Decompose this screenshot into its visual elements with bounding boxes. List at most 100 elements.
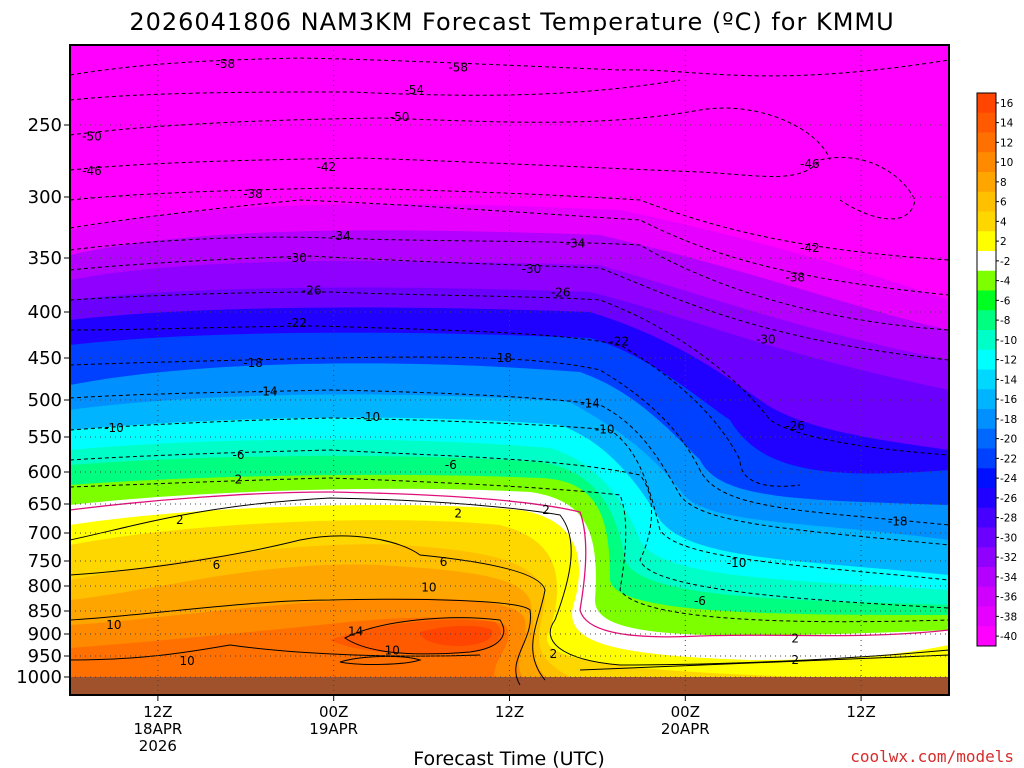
y-tick-label: 300 (28, 187, 62, 208)
colorbar-swatch (977, 409, 996, 430)
colorbar-swatch (977, 507, 996, 528)
colorbar-label: -28 (1000, 513, 1017, 525)
colorbar-label: 14 (1000, 118, 1014, 130)
colorbar-label: -22 (1000, 453, 1017, 465)
contour-label-text: 10 (180, 654, 195, 668)
y-axis: 2503003504004505005506006507007508008509… (16, 115, 70, 688)
colorbar-swatch (977, 369, 996, 390)
y-tick-label: 1000 (16, 667, 62, 688)
y-tick-label: 350 (28, 248, 62, 269)
contour-plus-10 (70, 598, 532, 686)
colorbar-swatch (977, 606, 996, 627)
colorbar-swatch (977, 547, 996, 568)
contour-label-text: -22 (610, 334, 630, 348)
contour-label-text: 2 (550, 647, 558, 661)
colorbar-label: 10 (1000, 157, 1013, 169)
contour-label-text: -14 (580, 397, 600, 411)
contour-plus-2 (70, 497, 949, 666)
colorbar: 16 14 12 10 8 6 4 2 -2 -4 -6 -8 -10 -12 -14 -16 -18 -20 -2… (976, 92, 1017, 647)
colorbar-swatch (977, 270, 996, 291)
y-tick-label: 800 (28, 576, 62, 597)
contour-label-text: 6 (440, 555, 448, 569)
contour-label: 10 (385, 644, 400, 658)
colorbar-swatch (977, 586, 996, 607)
contour-label: -10 (361, 410, 381, 424)
contour-label: -22 (610, 334, 630, 348)
colorbar-swatch (977, 191, 996, 212)
contour-label: -50 (82, 130, 102, 144)
colorbar-label: -12 (1000, 355, 1017, 367)
colorbar-frame (976, 92, 997, 647)
x-tick-label: 20APR (661, 720, 710, 738)
contour-label: -14 (258, 385, 278, 399)
contour-label: -14 (580, 397, 600, 411)
contour-label: 2 (791, 653, 799, 667)
contour-label-text: 10 (385, 644, 400, 658)
contour-label: -6 (232, 448, 244, 462)
chart-title: 2026041806 NAM3KM Forecast Temperature (… (129, 8, 894, 36)
colorbar-label: -34 (1000, 572, 1017, 584)
colorbar-label: -38 (1000, 611, 1017, 623)
contour-label: -42 (317, 160, 337, 174)
contour-label-text: -26 (785, 419, 805, 433)
y-tick-label: 700 (28, 523, 62, 544)
colorbar-swatch (977, 349, 996, 370)
colorbar-label: 6 (1000, 197, 1007, 209)
colorbar-label: -24 (1000, 473, 1017, 485)
contour-label: 2 (550, 647, 558, 661)
contour-label-text: -38 (243, 187, 263, 201)
plot-area: -58 -58 -54 -50 -50 -46 -46 -42 -42 -38 -38 -34 -34 -… (70, 45, 949, 695)
contour-label: -58 (215, 57, 235, 71)
contour-minus-46 (70, 156, 916, 220)
contour-label-text: -18 (888, 514, 908, 528)
colorbar-swatch (977, 527, 996, 548)
contour-label: -10 (104, 421, 124, 435)
contour-label-text: -58 (448, 60, 468, 74)
contour-label-text: 2 (791, 631, 799, 645)
colorbar-label: 16 (1000, 98, 1014, 110)
contour-label-text: -6 (445, 458, 457, 472)
contour-label-text: 6 (213, 558, 221, 572)
band-16 (420, 625, 493, 646)
contour-label: 2 (235, 473, 243, 487)
colorbar-swatch (977, 93, 996, 114)
colorbar-label: -10 (1000, 335, 1017, 347)
contour-label-text: 2 (542, 503, 550, 517)
colorbar-label: 2 (1000, 236, 1007, 248)
contour-label-text: -6 (232, 448, 244, 462)
y-tick-label: 550 (28, 427, 62, 448)
contour-label: 10 (106, 618, 121, 632)
colorbar-label: -8 (1000, 315, 1010, 327)
contour-label: -10 (727, 556, 747, 570)
colorbar-label: -18 (1000, 414, 1017, 426)
contour-label-text: -42 (800, 241, 820, 255)
contour-minus-22 (70, 325, 801, 487)
colorbar-swatch (977, 290, 996, 311)
contour-label: -26 (785, 419, 805, 433)
colorbar-label: -32 (1000, 552, 1017, 564)
y-tick-label: 650 (28, 494, 62, 515)
x-tick-label: 00Z (671, 703, 700, 721)
colorbar-swatch (977, 330, 996, 351)
contour-minus-26 (70, 291, 949, 456)
credit-text: coolwx.com/models (850, 747, 1014, 766)
contour-label: -46 (82, 164, 102, 178)
colorbar-swatch (977, 488, 996, 509)
contour-label: -42 (800, 241, 820, 255)
colorbar-swatch (977, 567, 996, 588)
colorbar-label: -40 (1000, 631, 1017, 643)
colorbar-swatch (977, 310, 996, 331)
contour-label: -46 (800, 157, 820, 171)
y-tick-label: 500 (28, 390, 62, 411)
colorbar-swatch (977, 448, 996, 469)
contour-minus-6 (70, 449, 949, 609)
contour-plus-10-lower (70, 644, 481, 661)
y-tick-label: 450 (28, 348, 62, 369)
colorbar-label: -36 (1000, 592, 1017, 604)
contour-label: 10 (180, 654, 195, 668)
contour-minus-10 (70, 417, 949, 581)
colorbar-label: -4 (1000, 276, 1011, 288)
contour-label: -26 (302, 283, 322, 297)
contour-label: 2 (542, 503, 550, 517)
contour-label-text: -50 (390, 110, 410, 124)
